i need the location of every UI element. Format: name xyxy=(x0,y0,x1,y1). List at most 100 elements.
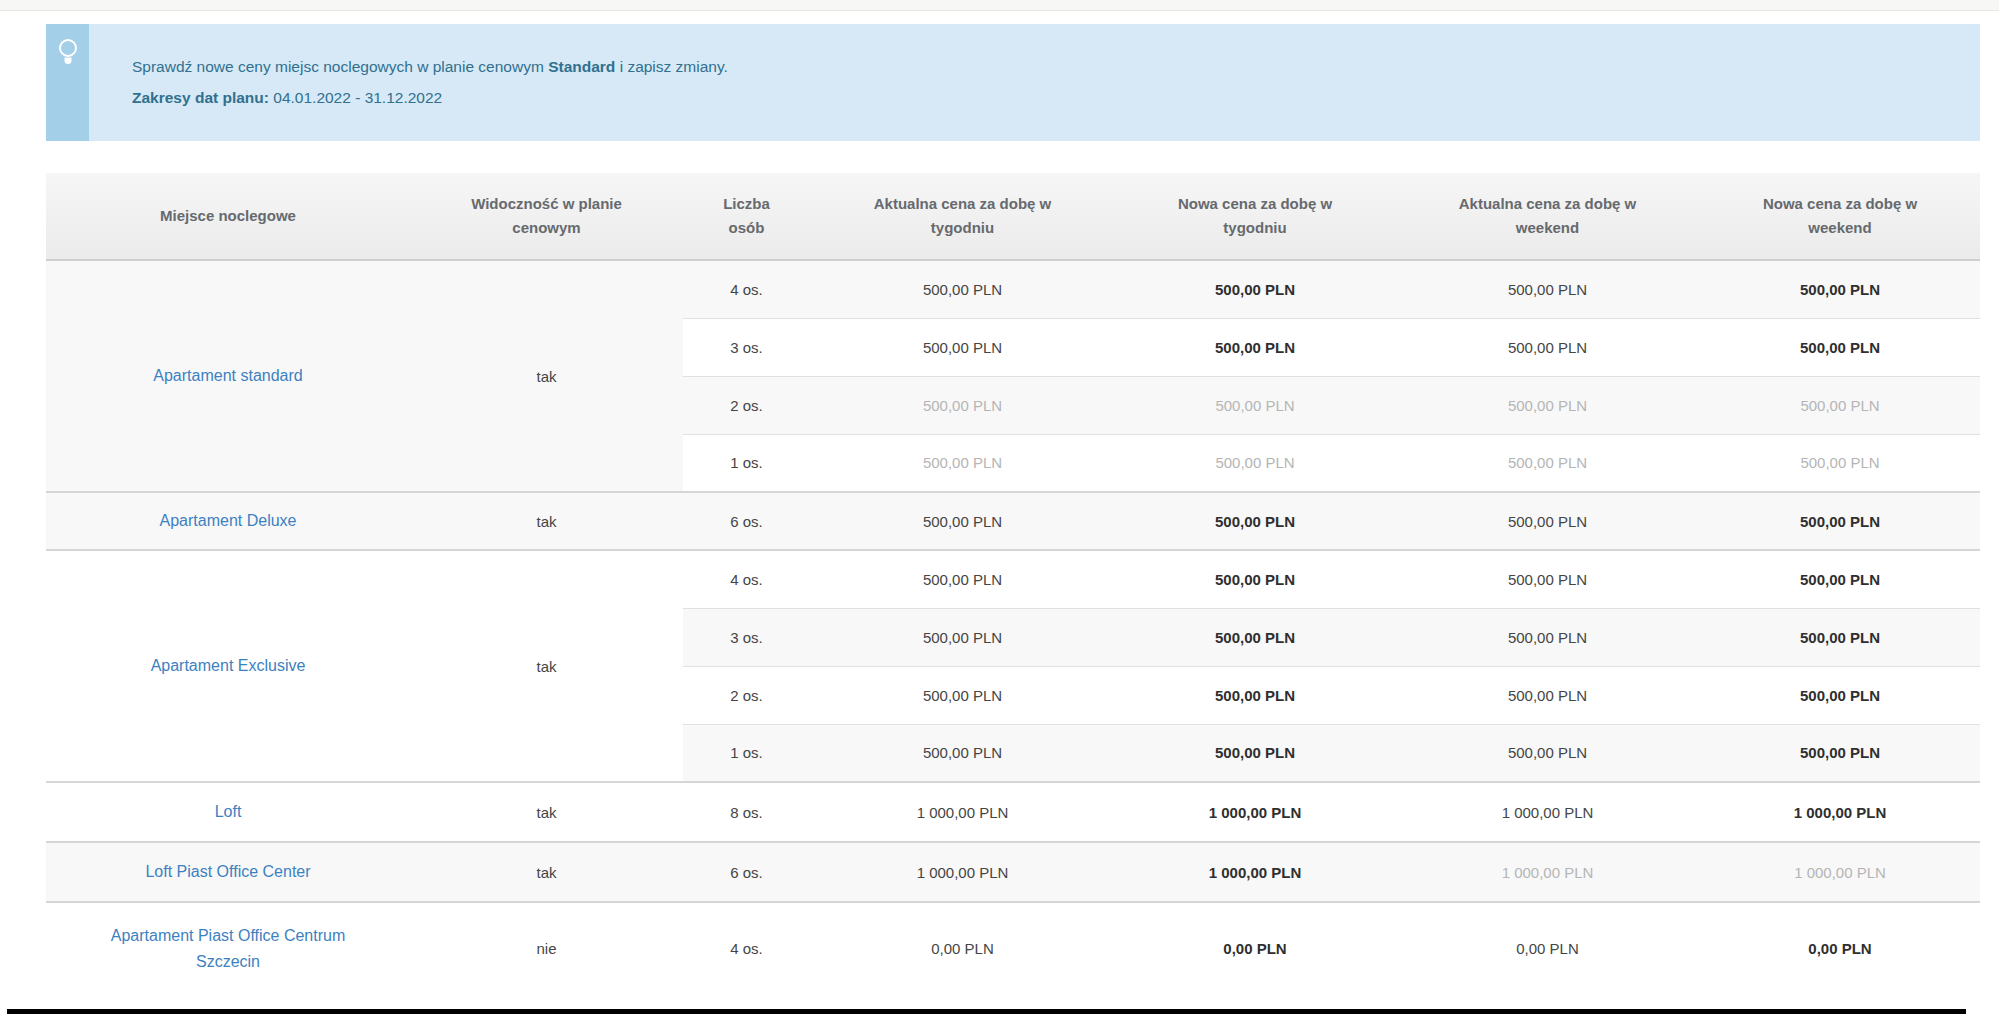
current-week-price-cell: 0,00 PLN xyxy=(810,902,1115,994)
table-row: Apartament Deluxe tak 6 os. 500,00 PLN 5… xyxy=(46,492,1980,550)
new-weekend-price-cell: 1 000,00 PLN xyxy=(1700,782,1980,842)
persons-cell: 4 os. xyxy=(683,550,810,608)
visibility-cell: tak xyxy=(410,550,683,782)
persons-cell: 3 os. xyxy=(683,608,810,666)
new-week-price-cell: 500,00 PLN xyxy=(1115,260,1395,318)
visibility-cell: nie xyxy=(410,902,683,994)
accommodation-link[interactable]: Apartament Deluxe xyxy=(160,512,297,529)
banner-message-prefix: Sprawdź nowe ceny miejsc noclegowych w p… xyxy=(132,58,544,75)
current-weekend-price-cell: 0,00 PLN xyxy=(1395,902,1700,994)
current-week-price-cell: 1 000,00 PLN xyxy=(810,842,1115,902)
current-weekend-price-cell: 500,00 PLN xyxy=(1395,550,1700,608)
pricing-table: Miejsce noclegowe Widoczność w planie ce… xyxy=(46,173,1980,994)
table-row: Loft Piast Office Center tak 6 os. 1 000… xyxy=(46,842,1980,902)
current-weekend-price-cell: 500,00 PLN xyxy=(1395,492,1700,550)
column-header-persons: Liczba osób xyxy=(683,173,810,260)
top-page-strip xyxy=(0,0,1999,11)
new-weekend-price-cell: 500,00 PLN xyxy=(1700,666,1980,724)
current-weekend-price-cell: 1 000,00 PLN xyxy=(1395,782,1700,842)
persons-cell: 4 os. xyxy=(683,260,810,318)
column-header-current-weekend-price: Aktualna cena za dobę w weekend xyxy=(1395,173,1700,260)
new-weekend-price-cell: 500,00 PLN xyxy=(1700,608,1980,666)
persons-cell: 2 os. xyxy=(683,376,810,434)
window-bottom-edge xyxy=(7,1009,1966,1014)
accommodation-name-cell: Apartament standard xyxy=(46,260,410,492)
new-weekend-price-cell: 500,00 PLN xyxy=(1700,260,1980,318)
accommodation-link[interactable]: Apartament standard xyxy=(153,367,302,384)
current-weekend-price-cell: 500,00 PLN xyxy=(1395,260,1700,318)
new-weekend-price-cell: 500,00 PLN xyxy=(1700,724,1980,782)
new-week-price-cell: 0,00 PLN xyxy=(1115,902,1395,994)
persons-cell: 3 os. xyxy=(683,318,810,376)
accommodation-name-cell: Apartament Deluxe xyxy=(46,492,410,550)
new-week-price-cell: 500,00 PLN xyxy=(1115,724,1395,782)
current-week-price-cell: 500,00 PLN xyxy=(810,724,1115,782)
new-weekend-price-cell: 500,00 PLN xyxy=(1700,318,1980,376)
new-weekend-price-cell: 500,00 PLN xyxy=(1700,376,1980,434)
accommodation-link[interactable]: Apartament Exclusive xyxy=(151,657,306,674)
new-weekend-price-cell: 500,00 PLN xyxy=(1700,550,1980,608)
accommodation-link[interactable]: Apartament Piast Office Centrum Szczecin xyxy=(111,927,345,970)
table-row: Apartament standard tak 4 os. 500,00 PLN… xyxy=(46,260,1980,318)
persons-cell: 6 os. xyxy=(683,842,810,902)
new-week-price-cell: 500,00 PLN xyxy=(1115,376,1395,434)
column-header-accommodation: Miejsce noclegowe xyxy=(46,173,410,260)
current-week-price-cell: 500,00 PLN xyxy=(810,434,1115,492)
persons-cell: 8 os. xyxy=(683,782,810,842)
table-row: Apartament Piast Office Centrum Szczecin… xyxy=(46,902,1980,994)
table-row: Apartament Exclusive tak 4 os. 500,00 PL… xyxy=(46,550,1980,608)
current-weekend-price-cell: 500,00 PLN xyxy=(1395,434,1700,492)
pricing-table-container: Miejsce noclegowe Widoczność w planie ce… xyxy=(46,173,1980,994)
banner-icon-strip xyxy=(46,24,89,141)
persons-cell: 1 os. xyxy=(683,724,810,782)
accommodation-link[interactable]: Loft Piast Office Center xyxy=(145,863,310,880)
current-week-price-cell: 500,00 PLN xyxy=(810,608,1115,666)
new-week-price-cell: 500,00 PLN xyxy=(1115,318,1395,376)
banner-dates-value: 04.01.2022 - 31.12.2022 xyxy=(273,89,442,106)
current-weekend-price-cell: 500,00 PLN xyxy=(1395,608,1700,666)
table-header-row: Miejsce noclegowe Widoczność w planie ce… xyxy=(46,173,1980,260)
visibility-cell: tak xyxy=(410,492,683,550)
column-header-new-weekend-price: Nowa cena za dobę w weekend xyxy=(1700,173,1980,260)
banner-text: Sprawdź nowe ceny miejsc noclegowych w p… xyxy=(89,24,748,141)
current-week-price-cell: 500,00 PLN xyxy=(810,492,1115,550)
persons-cell: 1 os. xyxy=(683,434,810,492)
banner-plan-name: Standard xyxy=(548,58,615,75)
new-week-price-cell: 1 000,00 PLN xyxy=(1115,842,1395,902)
new-weekend-price-cell: 500,00 PLN xyxy=(1700,492,1980,550)
banner-dates-label: Zakresy dat planu: xyxy=(132,89,269,106)
new-week-price-cell: 1 000,00 PLN xyxy=(1115,782,1395,842)
current-week-price-cell: 500,00 PLN xyxy=(810,318,1115,376)
persons-cell: 2 os. xyxy=(683,666,810,724)
current-week-price-cell: 1 000,00 PLN xyxy=(810,782,1115,842)
accommodation-link[interactable]: Loft xyxy=(215,803,242,820)
accommodation-name-cell: Apartament Exclusive xyxy=(46,550,410,782)
info-banner: Sprawdź nowe ceny miejsc noclegowych w p… xyxy=(46,24,1980,141)
column-header-visibility: Widoczność w planie cenowym xyxy=(410,173,683,260)
visibility-cell: tak xyxy=(410,260,683,492)
column-header-new-week-price: Nowa cena za dobę w tygodniu xyxy=(1115,173,1395,260)
current-weekend-price-cell: 500,00 PLN xyxy=(1395,318,1700,376)
new-weekend-price-cell: 0,00 PLN xyxy=(1700,902,1980,994)
new-week-price-cell: 500,00 PLN xyxy=(1115,608,1395,666)
current-weekend-price-cell: 500,00 PLN xyxy=(1395,666,1700,724)
table-row: Loft tak 8 os. 1 000,00 PLN 1 000,00 PLN… xyxy=(46,782,1980,842)
new-weekend-price-cell: 500,00 PLN xyxy=(1700,434,1980,492)
current-week-price-cell: 500,00 PLN xyxy=(810,260,1115,318)
banner-message-line: Sprawdź nowe ceny miejsc noclegowych w p… xyxy=(132,51,728,82)
current-week-price-cell: 500,00 PLN xyxy=(810,376,1115,434)
accommodation-name-cell: Loft xyxy=(46,782,410,842)
banner-message-suffix: i zapisz zmiany. xyxy=(620,58,728,75)
new-week-price-cell: 500,00 PLN xyxy=(1115,666,1395,724)
accommodation-name-cell: Apartament Piast Office Centrum Szczecin xyxy=(46,902,410,994)
visibility-cell: tak xyxy=(410,782,683,842)
accommodation-name-cell: Loft Piast Office Center xyxy=(46,842,410,902)
new-weekend-price-cell: 1 000,00 PLN xyxy=(1700,842,1980,902)
banner-dates-line: Zakresy dat planu: 04.01.2022 - 31.12.20… xyxy=(132,82,728,113)
current-weekend-price-cell: 500,00 PLN xyxy=(1395,724,1700,782)
persons-cell: 6 os. xyxy=(683,492,810,550)
new-week-price-cell: 500,00 PLN xyxy=(1115,434,1395,492)
current-week-price-cell: 500,00 PLN xyxy=(810,550,1115,608)
visibility-cell: tak xyxy=(410,842,683,902)
current-week-price-cell: 500,00 PLN xyxy=(810,666,1115,724)
